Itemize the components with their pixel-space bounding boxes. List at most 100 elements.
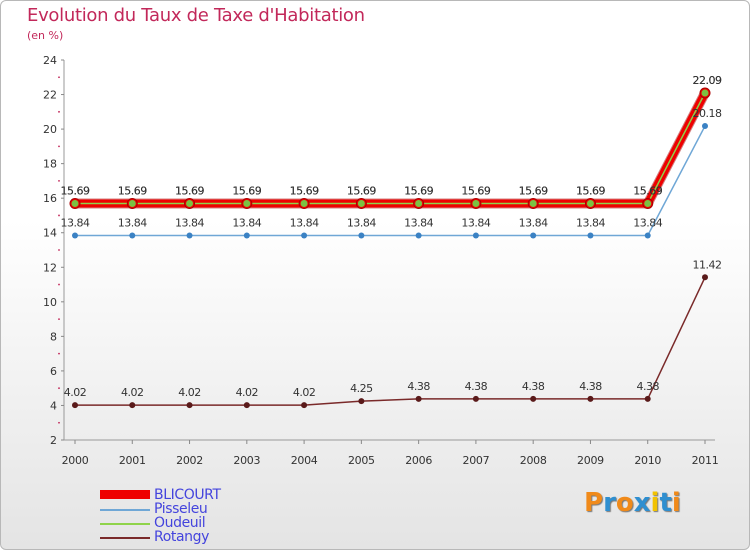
y-tick-label: 6	[50, 365, 57, 378]
series-line-oudeuil	[74, 92, 706, 205]
data-label-oudeuil: 22.09	[693, 74, 722, 87]
data-label-pisseleu: 13.84	[576, 216, 605, 229]
x-tick-label: 2007	[463, 454, 490, 467]
y-minor-tick	[58, 387, 60, 390]
data-point-oudeuil	[529, 200, 537, 208]
y-tick-label: 10	[43, 296, 57, 309]
data-label-pisseleu: 13.84	[347, 216, 376, 229]
data-label-blicourt: 15.69	[347, 185, 376, 198]
logo-letter: o	[615, 488, 634, 518]
logo-letter: r	[603, 488, 616, 518]
data-label-rotangy: 4.02	[121, 386, 144, 399]
series-line-blicourt-shadow	[70, 87, 710, 209]
legend-label: Oudeuil	[154, 515, 206, 531]
y-minor-tick	[58, 283, 60, 286]
x-tick-label: 2001	[119, 454, 146, 467]
data-point-pisseleu	[587, 232, 594, 239]
data-label-oudeuil: 15.69	[232, 185, 261, 198]
data-point-oudeuil	[128, 200, 136, 208]
data-point-oudeuil	[415, 200, 423, 208]
data-point-pisseleu	[243, 232, 250, 239]
data-point-rotangy	[358, 398, 365, 405]
data-point-rotangy	[301, 402, 308, 409]
y-tick-label: 22	[43, 89, 57, 102]
data-point-rotangy	[530, 395, 537, 402]
data-label-oudeuil: 15.69	[175, 185, 204, 198]
data-label-blicourt: 15.69	[576, 185, 605, 198]
legend-label: Rotangy	[154, 529, 209, 545]
data-point-rotangy	[72, 402, 78, 409]
data-point-pisseleu	[644, 232, 651, 239]
legend-swatch	[100, 537, 150, 539]
data-point-rotangy	[472, 395, 479, 402]
data-point-oudeuil	[472, 200, 480, 208]
data-label-rotangy: 4.02	[64, 386, 87, 399]
y-tick-label: 18	[43, 158, 57, 171]
x-tick-label: 2004	[291, 454, 318, 467]
y-minor-tick	[58, 214, 60, 217]
data-label-oudeuil: 15.69	[576, 185, 605, 198]
y-minor-tick	[58, 180, 60, 182]
data-label-rotangy: 4.38	[407, 380, 430, 393]
data-label-pisseleu: 13.84	[633, 216, 662, 229]
data-point-oudeuil	[300, 200, 308, 208]
data-point-pisseleu	[358, 232, 365, 239]
data-label-blicourt: 15.69	[633, 185, 662, 198]
data-label-rotangy: 4.38	[636, 380, 659, 393]
data-point-rotangy	[243, 402, 250, 409]
data-label-rotangy: 4.02	[236, 386, 259, 399]
data-label-oudeuil: 15.69	[61, 185, 90, 198]
data-point-rotangy	[702, 274, 708, 281]
x-tick-label: 2000	[62, 454, 89, 467]
y-minor-tick	[58, 318, 60, 320]
data-label-blicourt: 15.69	[404, 185, 433, 198]
data-label-rotangy: 11.42	[693, 258, 722, 271]
y-tick-label: 24	[43, 54, 57, 67]
logo-letter: x	[633, 488, 651, 518]
chart-title: Evolution du Taux de Taxe d'Habitation	[27, 5, 365, 26]
legend-swatch	[100, 509, 150, 511]
data-label-oudeuil: 15.69	[118, 185, 147, 198]
data-point-rotangy	[587, 395, 594, 402]
data-point-pisseleu	[186, 232, 193, 239]
data-label-rotangy: 4.38	[579, 380, 602, 393]
data-label-pisseleu: 13.84	[232, 216, 261, 229]
data-label-pisseleu: 13.84	[519, 216, 548, 229]
legend-label: Pisseleu	[154, 501, 208, 517]
y-tick-label: 16	[43, 192, 57, 205]
y-minor-tick	[58, 145, 60, 148]
data-point-oudeuil	[644, 200, 652, 208]
data-label-oudeuil: 15.69	[347, 185, 376, 198]
y-tick-label: 2	[50, 434, 57, 447]
data-label-oudeuil: 15.69	[519, 185, 548, 198]
data-point-pisseleu	[530, 232, 537, 239]
data-point-rotangy	[186, 402, 193, 409]
y-tick-label: 20	[43, 123, 57, 136]
x-tick-label: 2011	[692, 454, 719, 467]
y-minor-tick	[58, 249, 60, 251]
data-label-oudeuil: 15.69	[290, 185, 319, 198]
y-minor-tick	[58, 110, 60, 113]
x-tick-label: 2010	[634, 454, 661, 467]
y-tick-label: 8	[50, 330, 57, 343]
data-point-pisseleu	[301, 232, 308, 239]
proxiti-logo: Proxiti	[584, 488, 681, 518]
data-label-oudeuil: 15.69	[461, 185, 490, 198]
legend-swatch	[100, 490, 150, 499]
x-tick-label: 2009	[577, 454, 604, 467]
y-tick-label: 14	[43, 227, 57, 240]
logo-letter: P	[584, 488, 604, 518]
data-label-oudeuil: 15.69	[404, 185, 433, 198]
series-line-blicourt	[71, 88, 709, 208]
legend-label: BLICOURT	[154, 487, 221, 503]
data-point-pisseleu	[72, 232, 78, 239]
y-tick-label: 4	[50, 399, 57, 412]
x-tick-label: 2008	[520, 454, 547, 467]
data-label-pisseleu: 13.84	[461, 216, 490, 229]
logo-letter: t	[659, 488, 672, 518]
data-label-pisseleu: 13.84	[404, 216, 433, 229]
data-label-blicourt: 22.09	[693, 74, 722, 87]
legend-swatch	[100, 523, 150, 525]
data-point-oudeuil	[586, 200, 594, 208]
